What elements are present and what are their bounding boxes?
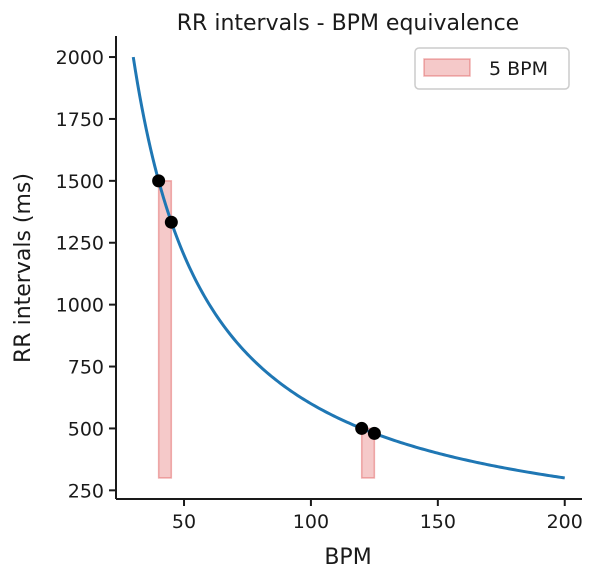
legend-label: 5 BPM	[489, 58, 548, 80]
data-point-4	[367, 426, 381, 440]
x-tick-label: 150	[420, 511, 456, 533]
y-tick-label: 1500	[56, 171, 104, 193]
shaded-bands	[157, 180, 376, 479]
y-tick-label: 1250	[56, 233, 104, 255]
y-tick-label: 1000	[56, 295, 104, 317]
data-point-1	[152, 174, 166, 188]
y-tick-label: 750	[68, 357, 104, 379]
y-tick-label: 2000	[56, 47, 104, 69]
rr-bpm-curve	[131, 56, 565, 480]
y-axis-label: RR intervals (ms)	[11, 173, 36, 363]
data-point-3	[355, 421, 369, 435]
y-tick-label: 250	[68, 480, 104, 502]
x-tick-label: 200	[547, 511, 583, 533]
x-tick-label: 50	[172, 511, 196, 533]
y-axis-ticks: 250 500 750 1000 1250 1500 1750 2000	[56, 47, 116, 502]
y-tick-label: 1750	[56, 109, 104, 131]
y-tick-label: 500	[68, 418, 104, 440]
data-point-2	[164, 215, 178, 229]
x-axis-ticks: 50 100 150 200	[172, 499, 583, 533]
legend-frame	[414, 47, 570, 90]
legend: 5 BPM	[414, 47, 570, 90]
x-tick-label: 100	[293, 511, 329, 533]
data-points	[152, 174, 381, 440]
legend-swatch	[423, 58, 471, 77]
chart-title: RR intervals - BPM equivalence	[177, 11, 519, 36]
x-axis-label: BPM	[324, 545, 371, 570]
